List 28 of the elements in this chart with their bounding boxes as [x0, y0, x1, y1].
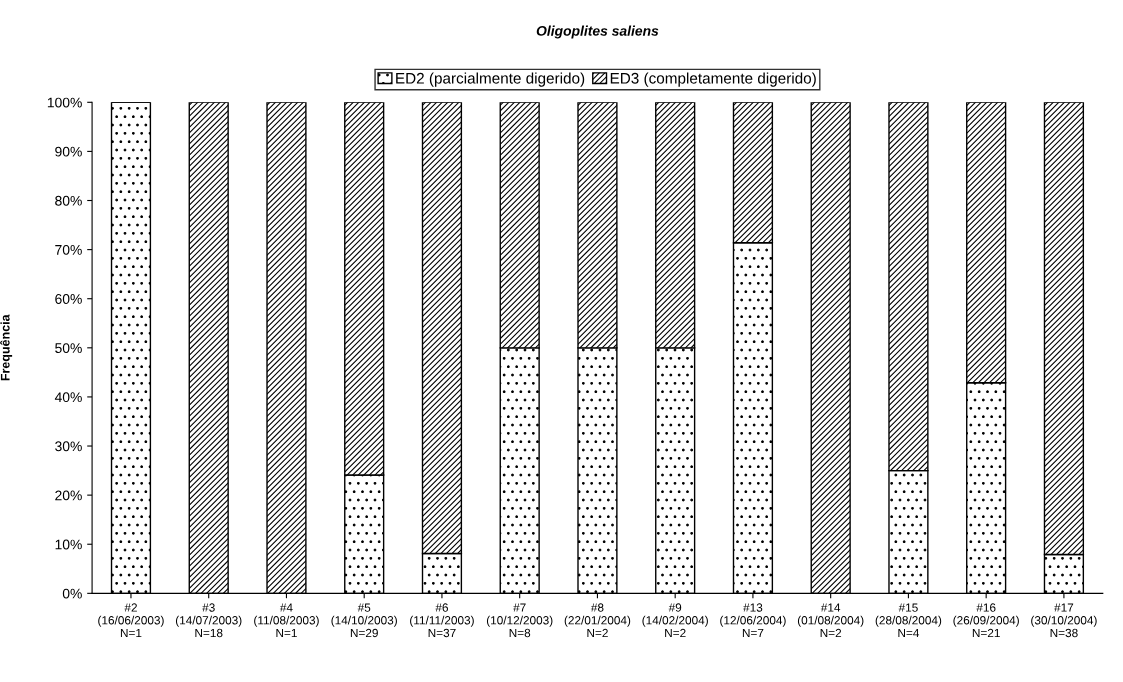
x-tick-label: #14 (01/08/2004) N=2	[797, 603, 864, 638]
x-tick-label: #5 (14/10/2003) N=29	[331, 603, 397, 638]
x-tick-label: #2 (16/06/2003) N=1	[98, 603, 164, 638]
chart-title: Oligoplites saliens	[536, 25, 659, 39]
y-tick-label: 70%	[55, 244, 82, 255]
x-tick-label: #4 (11/08/2003) N=1	[254, 603, 319, 638]
x-tick-label: #9 (14/02/2004) N=2	[642, 603, 708, 638]
x-tick-label: #16 (26/09/2004) N=21	[953, 603, 1019, 638]
y-tick-label: 10%	[55, 539, 82, 550]
y-tick-label: 100%	[47, 97, 82, 108]
y-tick-label: 90%	[55, 146, 82, 157]
y-tick-label: 30%	[55, 441, 82, 452]
y-tick-label: 60%	[55, 294, 82, 304]
x-tick-label: #6 (11/11/2003) N=37	[410, 603, 474, 638]
y-tick-label: 20%	[55, 490, 82, 501]
x-tick-label: #13 (12/06/2004) N=7	[720, 603, 786, 638]
y-tick-label: 50%	[55, 343, 82, 353]
y-tick-label: 40%	[54, 392, 82, 403]
x-tick-label: #17 (30/10/2004) N=38	[1031, 603, 1097, 638]
y-tick-label: 80%	[55, 195, 82, 206]
x-tick-label: #7 (10/12/2003) N=8	[486, 603, 553, 638]
y-axis-title: Frequência	[0, 314, 13, 381]
legend-label: ED3 (completamente digerido)	[610, 72, 816, 87]
legend-label: ED2 (parcialmente digerido)	[396, 72, 585, 87]
x-tick-label: #15 (28/08/2004) N=4	[875, 603, 942, 638]
y-tick-label: 0%	[62, 588, 82, 599]
x-tick-label: #3 (14/07/2003) N=18	[175, 603, 242, 638]
x-tick-label: #8 (22/01/2004) N=2	[564, 603, 631, 638]
